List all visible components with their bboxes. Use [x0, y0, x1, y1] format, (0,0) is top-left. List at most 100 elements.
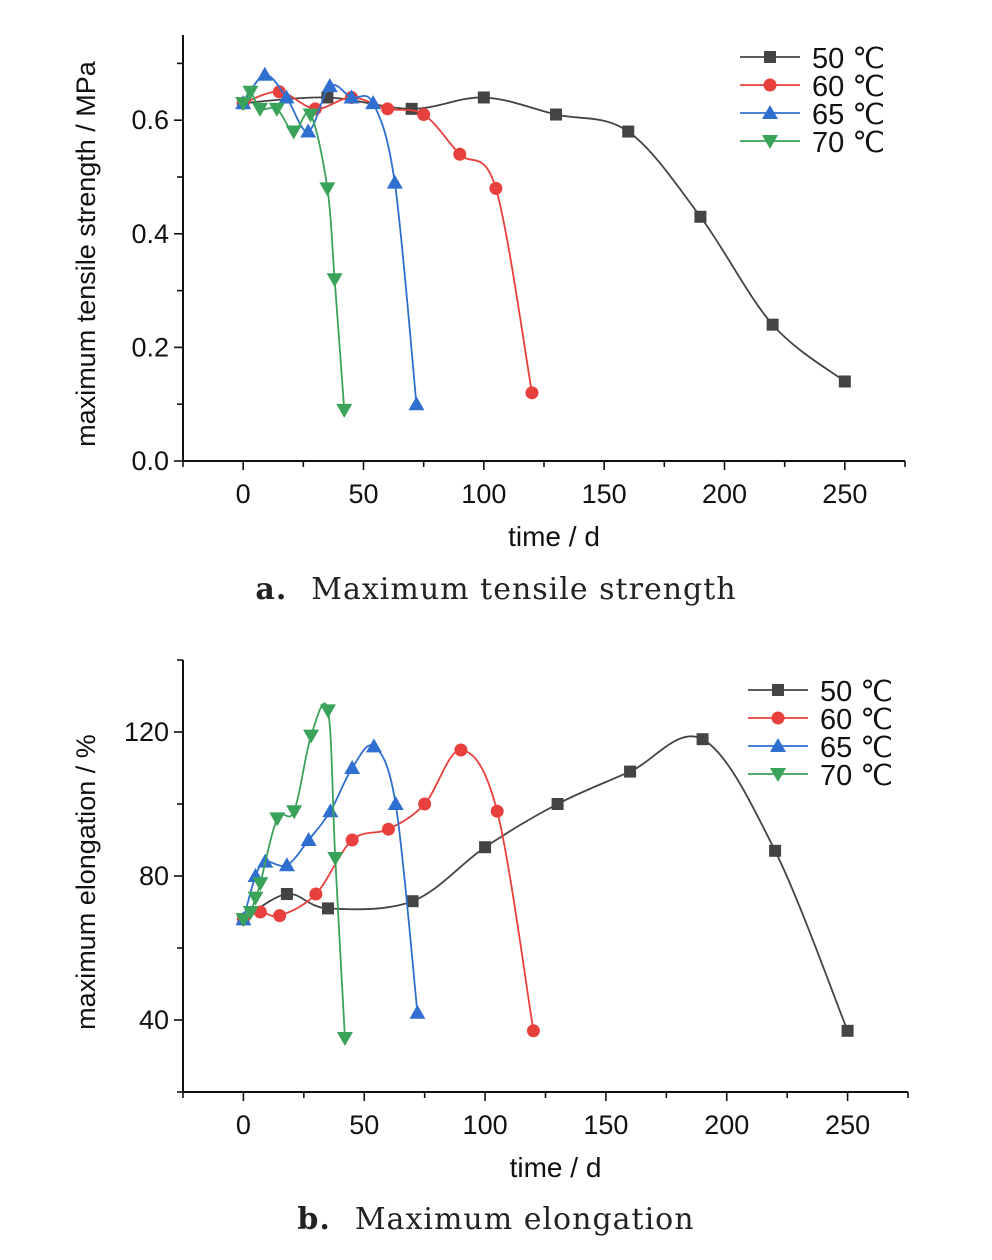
chart-a-data-point	[256, 66, 273, 81]
chart-b-data-point	[273, 909, 287, 923]
chart-a-data-point	[381, 102, 395, 116]
chart-a-x-axis-label: time / d	[508, 521, 600, 552]
chart-a-legend-label: 60 ℃	[812, 71, 885, 103]
chart-a-data-point	[550, 108, 563, 121]
chart-a-data-point	[252, 102, 269, 117]
chart-b-data-point	[300, 832, 317, 846]
chart-b-y-tick-label: 80	[139, 861, 169, 891]
chart-a-series-line	[243, 96, 846, 383]
chart-b-data-point	[278, 857, 295, 872]
chart-a-data-point	[417, 108, 431, 122]
chart-b-x-tick-label: 150	[583, 1110, 628, 1140]
chart-b-data-point	[235, 913, 252, 928]
chart-b-legend-marker	[770, 768, 786, 782]
elongation-chart: 0 50 100 150 200 250 40 80 120 time / d maximum el…	[71, 659, 909, 1183]
chart-b-y-tick-label: 120	[124, 717, 169, 747]
chart-a-legend-label: 70 ℃	[812, 127, 885, 159]
caption-b-text: Maximum elongation	[354, 1202, 695, 1237]
chart-b-data-point	[624, 765, 637, 778]
chart-b-data-point	[841, 1024, 854, 1037]
chart-a-data-point	[365, 95, 382, 110]
chart-a-legend-label: 65 ℃	[812, 99, 885, 131]
chart-a-series-0	[237, 91, 851, 388]
chart-a-data-point	[272, 85, 286, 99]
chart-a-data-point	[408, 396, 425, 411]
chart-a-data-point	[285, 125, 302, 140]
chart-a-x-tick-label: 200	[702, 479, 747, 509]
chart-a-series-1	[236, 85, 539, 400]
caption-b-letter: b.	[297, 1202, 331, 1237]
chart-a-data-point	[242, 85, 259, 100]
chart-a-legend-marker	[764, 51, 776, 63]
chart-b-data-point	[769, 844, 782, 857]
chart-b-y-tick-label: 40	[139, 1005, 169, 1035]
chart-b-data-point	[242, 906, 259, 920]
caption-a-letter: a.	[255, 572, 288, 607]
chart-a-data-point	[268, 102, 285, 117]
chart-a-data-point	[321, 78, 338, 93]
chart-a-x-tick-label: 0	[236, 479, 251, 509]
chart-b-data-point	[696, 733, 709, 746]
chart-a-data-point	[336, 403, 353, 418]
chart-b-legend-label: 50 ℃	[820, 676, 893, 708]
chart-panel-b: 0 50 100 150 200 250 40 80 120 time / d maximum el…	[0, 630, 992, 1260]
chart-b-x-tick-label: 50	[349, 1110, 379, 1140]
chart-b-data-point	[327, 852, 344, 866]
chart-b-series-line	[242, 735, 849, 1032]
chart-a-data-point	[622, 125, 635, 138]
chart-b-legend-marker	[771, 711, 785, 725]
chart-b-data-point	[479, 841, 492, 854]
chart-a-legend: 50 ℃60 ℃65 ℃70 ℃	[740, 43, 885, 159]
chart-b-legend-marker	[770, 738, 786, 752]
chart-a-series-line	[242, 73, 418, 405]
chart-b-data-point	[322, 902, 334, 915]
chart-a-x-tick-label: 250	[822, 479, 867, 509]
chart-a-data-point	[453, 147, 467, 161]
chart-a-data-point	[278, 89, 295, 104]
chart-b-data-point	[344, 760, 361, 774]
chart-a-legend-marker	[762, 105, 778, 119]
tensile-strength-chart: 0 50 100 150 200 250 0.0 0.2 0.4 0.6 time / d maxim…	[71, 35, 906, 552]
chart-b-x-tick-label: 250	[825, 1110, 870, 1140]
chart-b-data-point	[303, 729, 320, 744]
chart-a-y-axis-label: maximum tensile strength / MPa	[71, 60, 101, 447]
chart-b-data-point	[409, 1004, 426, 1019]
chart-b-legend-label: 60 ℃	[820, 704, 893, 736]
chart-a-data-point	[405, 102, 418, 115]
caption-a: a. Maximum tensile strength	[0, 572, 992, 607]
chart-b-x-tick-label: 0	[236, 1110, 251, 1140]
chart-a-data-point	[386, 174, 403, 189]
chart-a-data-point	[326, 273, 343, 288]
chart-b-data-point	[309, 887, 323, 901]
chart-b-data-point	[365, 738, 382, 753]
chart-b-legend-marker	[772, 684, 784, 696]
chart-a-y-tick-label: 0.6	[131, 105, 169, 135]
chart-b-data-point	[280, 888, 293, 900]
chart-b-data-point	[418, 797, 432, 811]
chart-b-x-axis-label: time / d	[510, 1152, 602, 1183]
chart-b-data-point	[252, 877, 269, 892]
chart-a-data-point	[489, 181, 503, 195]
chart-b-legend: 50 ℃60 ℃65 ℃70 ℃	[748, 676, 893, 792]
chart-a-series-2	[235, 66, 425, 411]
chart-b-data-point	[336, 1032, 353, 1046]
chart-b-data-point	[454, 743, 468, 757]
chart-a-data-point	[838, 375, 851, 388]
chart-a-y-tick-label: 0.0	[131, 446, 169, 476]
chart-b-legend-label: 65 ℃	[820, 732, 893, 764]
chart-b-x-tick-label: 100	[463, 1110, 508, 1140]
chart-b-data-point	[490, 804, 504, 818]
chart-a-data-point	[694, 210, 707, 223]
chart-a-x-tick-label: 150	[582, 479, 627, 509]
chart-b-series-line	[242, 744, 419, 1013]
chart-b-legend-label: 70 ℃	[820, 760, 893, 792]
chart-b-y-axis-label: maximum elongation / %	[71, 734, 101, 1030]
chart-a-data-point	[477, 91, 490, 104]
chart-b-series-3	[235, 702, 353, 1046]
chart-a-series-line	[242, 90, 533, 393]
caption-b: b. Maximum elongation	[0, 1202, 992, 1237]
chart-b-data-point	[551, 798, 564, 810]
chart-panel-a: 0 50 100 150 200 250 0.0 0.2 0.4 0.6 time / d maxim…	[0, 35, 992, 607]
chart-b-data-point	[286, 805, 303, 820]
chart-b-data-point	[381, 822, 395, 836]
